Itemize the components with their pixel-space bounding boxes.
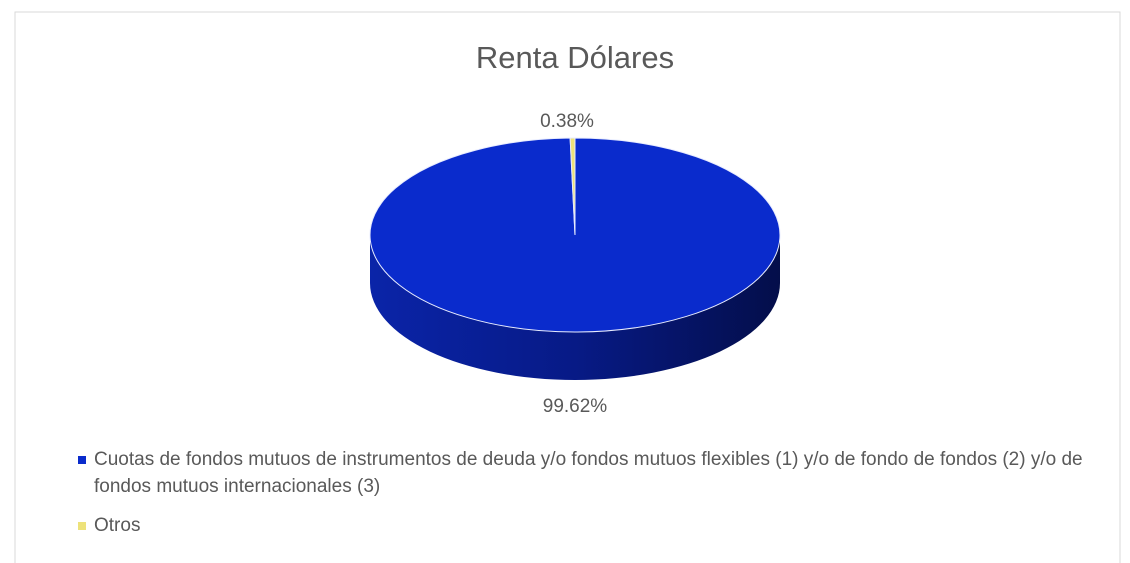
legend-swatch — [78, 522, 86, 530]
legend: Cuotas de fondos mutuos de instrumentos … — [78, 446, 1098, 551]
pie-slice-side — [370, 235, 780, 380]
chart-border — [14, 11, 1121, 563]
legend-swatch — [78, 456, 86, 464]
pie-slice — [569, 137, 576, 236]
legend-label: Cuotas de fondos mutuos de instrumentos … — [94, 449, 1083, 497]
legend-item: Cuotas de fondos mutuos de instrumentos … — [78, 446, 1098, 500]
chart-title: Renta Dólares — [476, 40, 674, 75]
data-label: 99.62% — [543, 396, 608, 417]
data-label: 0.38% — [540, 111, 594, 132]
legend-label: Otros — [94, 515, 141, 536]
legend-item: Otros — [78, 512, 1098, 539]
